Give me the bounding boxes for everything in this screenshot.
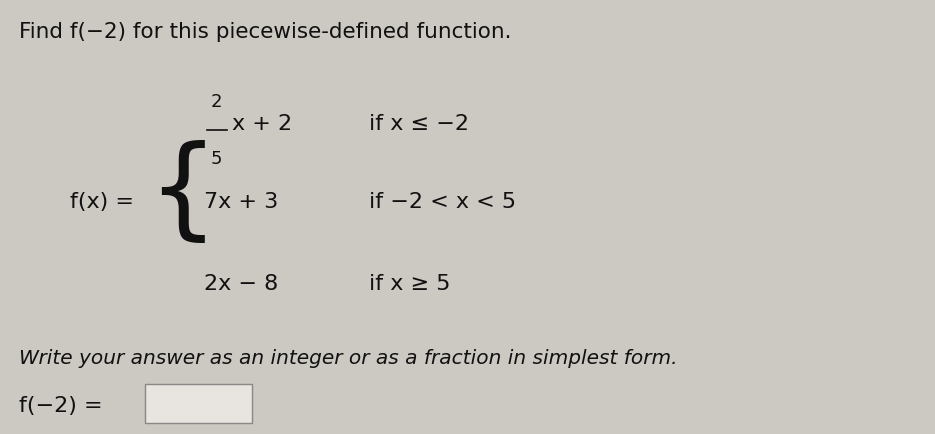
FancyBboxPatch shape — [145, 384, 252, 423]
Text: f(−2) =: f(−2) = — [19, 396, 102, 416]
Text: Find f(−2) for this piecewise-defined function.: Find f(−2) for this piecewise-defined fu… — [19, 22, 511, 42]
Text: if −2 < x < 5: if −2 < x < 5 — [369, 192, 516, 212]
Text: if x ≥ 5: if x ≥ 5 — [369, 274, 451, 294]
Text: f(x) =: f(x) = — [70, 192, 134, 212]
Text: 5: 5 — [210, 150, 222, 168]
Text: 7x + 3: 7x + 3 — [204, 192, 278, 212]
Text: x + 2: x + 2 — [232, 114, 292, 134]
Text: if x ≤ −2: if x ≤ −2 — [369, 114, 469, 134]
Text: {: { — [147, 140, 218, 247]
Text: 2x − 8: 2x − 8 — [204, 274, 278, 294]
Text: 2: 2 — [210, 93, 222, 111]
Text: Write your answer as an integer or as a fraction in simplest form.: Write your answer as an integer or as a … — [19, 349, 677, 368]
